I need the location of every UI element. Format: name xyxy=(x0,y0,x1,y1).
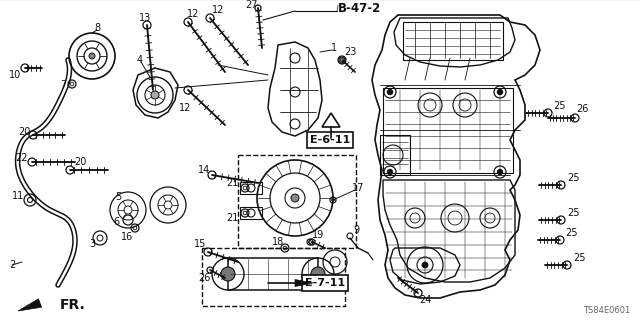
Text: 26: 26 xyxy=(198,273,210,283)
Text: 7: 7 xyxy=(60,80,66,90)
Text: 5: 5 xyxy=(115,192,121,202)
Text: 26: 26 xyxy=(576,104,588,114)
Text: 18: 18 xyxy=(272,237,284,247)
Circle shape xyxy=(497,90,502,94)
Bar xyxy=(202,248,345,306)
Circle shape xyxy=(221,267,235,281)
Text: 21: 21 xyxy=(226,213,238,223)
Text: 2: 2 xyxy=(9,260,15,270)
Text: 12: 12 xyxy=(212,5,224,15)
Polygon shape xyxy=(295,279,313,286)
Bar xyxy=(240,207,262,219)
Text: B-47-2: B-47-2 xyxy=(338,2,381,14)
Circle shape xyxy=(387,90,392,94)
Text: 20: 20 xyxy=(18,127,30,137)
Text: 16: 16 xyxy=(121,232,133,242)
Bar xyxy=(228,258,318,290)
Text: 13: 13 xyxy=(139,13,151,23)
Text: 4: 4 xyxy=(137,55,143,65)
Text: 19: 19 xyxy=(312,230,324,240)
Circle shape xyxy=(311,267,325,281)
Text: 8: 8 xyxy=(94,23,100,33)
Bar xyxy=(383,88,513,173)
Circle shape xyxy=(291,194,299,202)
Circle shape xyxy=(422,262,428,268)
Text: 27: 27 xyxy=(246,0,259,10)
Bar xyxy=(403,22,503,60)
Polygon shape xyxy=(18,299,42,311)
Text: 6: 6 xyxy=(113,217,119,227)
Text: 1: 1 xyxy=(331,43,337,53)
Text: 10: 10 xyxy=(9,70,21,80)
Text: TS84E0601: TS84E0601 xyxy=(583,306,630,315)
Text: 22: 22 xyxy=(16,153,28,163)
Text: 25: 25 xyxy=(573,253,585,263)
Text: E-6-11: E-6-11 xyxy=(310,135,350,145)
Text: 3: 3 xyxy=(89,239,95,249)
Text: E-7-11: E-7-11 xyxy=(305,278,345,288)
Circle shape xyxy=(497,170,502,174)
Bar xyxy=(238,155,356,248)
Text: 14: 14 xyxy=(198,165,210,175)
Bar xyxy=(240,182,262,194)
Text: FR.: FR. xyxy=(60,298,86,312)
Text: 25: 25 xyxy=(567,208,579,218)
Circle shape xyxy=(89,53,95,59)
Text: 11: 11 xyxy=(12,191,24,201)
Text: 23: 23 xyxy=(344,47,356,57)
Text: 25: 25 xyxy=(566,228,579,238)
Text: 17: 17 xyxy=(352,183,364,193)
Text: 20: 20 xyxy=(74,157,86,167)
Circle shape xyxy=(387,170,392,174)
Text: 25: 25 xyxy=(554,101,566,111)
Text: 24: 24 xyxy=(419,295,431,305)
Text: 25: 25 xyxy=(567,173,579,183)
Text: 15: 15 xyxy=(194,239,206,249)
Text: 12: 12 xyxy=(179,103,191,113)
Bar xyxy=(380,135,410,175)
Circle shape xyxy=(151,91,159,99)
Text: 9: 9 xyxy=(353,225,359,235)
Text: 12: 12 xyxy=(187,9,199,19)
Text: 21: 21 xyxy=(226,178,238,188)
